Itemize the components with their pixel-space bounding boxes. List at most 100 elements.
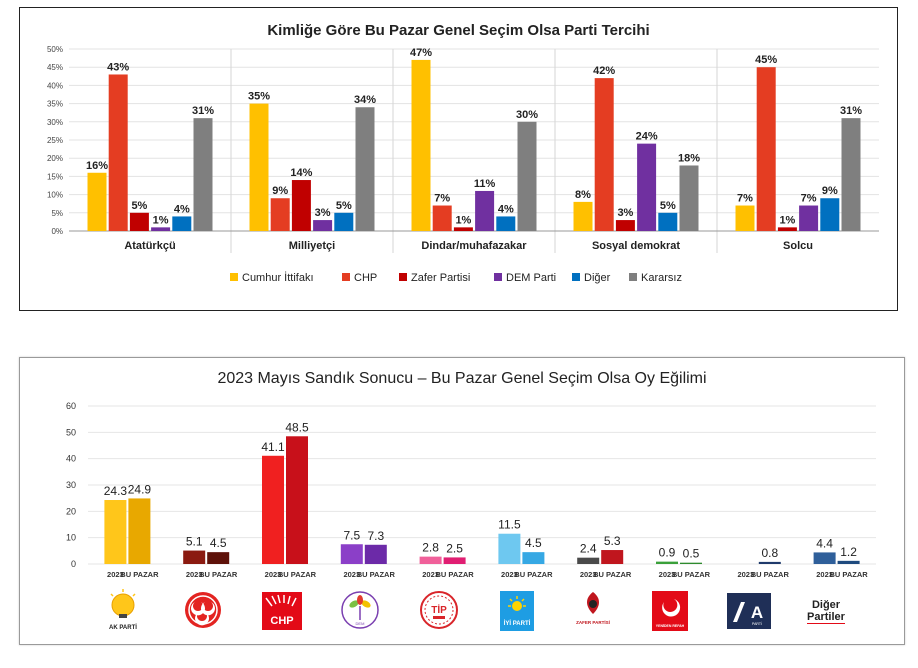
bar (735, 205, 755, 231)
bar (615, 220, 635, 231)
bar (334, 212, 354, 231)
bar (756, 67, 776, 231)
bar-value-label: 0.8 (761, 546, 778, 560)
bar (443, 557, 466, 564)
bar-value-label: 2.5 (446, 541, 463, 555)
a-parti-logo: A PARTİ (723, 588, 775, 634)
bar-category-label: BU PAZAR (435, 570, 474, 579)
bar-value-label: 35% (248, 91, 270, 103)
x-category-label: Dindar/muhafazakar (421, 240, 527, 252)
legend-swatch (342, 273, 350, 281)
bar-value-label: 8% (575, 189, 591, 201)
bar-value-label: 9% (272, 185, 288, 197)
bar (419, 556, 442, 564)
bar (475, 190, 495, 231)
bar-value-label: 24.3 (104, 484, 128, 498)
iyi-logo: İYİ PARTİ (491, 588, 543, 634)
legend-label: Diğer (584, 272, 611, 284)
bar (291, 180, 311, 231)
mhp-logo (177, 588, 229, 634)
bar-value-label: 24.9 (128, 482, 152, 496)
bar (270, 198, 290, 231)
bar-value-label: 34% (354, 94, 376, 106)
bar (680, 562, 702, 564)
bar (432, 205, 452, 231)
bar-value-label: 14% (290, 167, 312, 179)
tip-logo: TİP (413, 588, 465, 634)
bar (841, 118, 861, 231)
bar-value-label: 48.5 (285, 420, 309, 434)
bar (453, 227, 473, 231)
bar-value-label: 5% (131, 200, 147, 212)
bar (656, 561, 678, 564)
bar-value-label: 4.4 (816, 536, 833, 550)
bar-category-label: 2023 (501, 570, 518, 579)
bar (129, 212, 149, 231)
tip-logo-text: TİP (431, 603, 447, 616)
bar-value-label: 3% (617, 207, 633, 219)
bar-value-label: 4.5 (210, 536, 227, 550)
legend-label: CHP (354, 272, 377, 284)
bar-category-label: 2023 (659, 570, 676, 579)
bar-category-label: 2023 (265, 570, 282, 579)
election-bar-chart: 0 10 20 30 40 50 60 24.3 2023 24.9 BU PAZAR 5.1 2023… (66, 401, 876, 579)
y-tick-label: 40% (47, 81, 63, 90)
y-tick-label: 0% (51, 227, 63, 236)
bar (340, 544, 363, 564)
akp-logo-text: AK PARTİ (109, 624, 137, 631)
y-tick-label: 35% (47, 100, 63, 109)
chp-logo-text: CHP (270, 615, 293, 627)
zafer-logo: ZAFER PARTİSİ (567, 588, 619, 634)
bar-value-label: 43% (107, 61, 129, 73)
bar-category-label: 2023 (107, 570, 124, 579)
refah-logo-text: YENİDEN REFAH (656, 624, 685, 628)
bar (151, 227, 171, 231)
bar-value-label: 11% (474, 178, 496, 190)
legend-swatch (230, 273, 238, 281)
akp-logo: AK PARTİ (97, 588, 149, 634)
bar-value-label: 4.5 (525, 536, 542, 550)
legend-swatch (399, 273, 407, 281)
bar-value-label: 1% (455, 214, 471, 226)
bar-value-label: 42% (593, 65, 615, 77)
bar-value-label: 7.3 (367, 529, 384, 543)
bar-value-label: 7.5 (343, 528, 360, 542)
bar-value-label: 1% (779, 214, 795, 226)
bar-category-label: 2023 (343, 570, 360, 579)
bar (498, 533, 521, 564)
bar-value-label: 47% (410, 47, 432, 59)
bar (658, 212, 678, 231)
bar-value-label: 0.5 (683, 547, 700, 561)
bar-category-label: 2023 (580, 570, 597, 579)
bar (522, 552, 545, 564)
bar (777, 227, 797, 231)
iyi-logo-text: İYİ PARTİ (504, 620, 531, 627)
bar-value-label: 5.3 (604, 534, 621, 548)
legend-swatch (629, 273, 637, 281)
bar (313, 220, 333, 231)
zafer-logo-text: ZAFER PARTİSİ (576, 619, 610, 625)
bar-value-label: 31% (840, 105, 862, 117)
bar (193, 118, 213, 231)
y-tick-label: 30 (66, 480, 76, 490)
bar-value-label: 45% (755, 54, 777, 66)
x-category-label: Solcu (783, 240, 813, 252)
y-tick-label: 45% (47, 63, 63, 72)
bar (207, 552, 230, 564)
bar (172, 216, 192, 231)
bar (87, 172, 107, 231)
y-tick-label: 10 (66, 533, 76, 543)
y-tick-label: 40 (66, 454, 76, 464)
bar (249, 103, 269, 231)
bar (799, 205, 819, 231)
bar (128, 498, 151, 564)
x-category-label: Milliyetçi (289, 240, 335, 252)
bar-value-label: 3% (315, 207, 331, 219)
bar-category-label: 2023 (186, 570, 203, 579)
bar (577, 557, 600, 564)
bar-value-label: 31% (192, 105, 214, 117)
bar (262, 455, 284, 564)
bar-value-label: 2.4 (580, 542, 597, 556)
bar-value-label: 11.5 (498, 518, 521, 532)
y-tick-label: 50 (66, 427, 76, 437)
